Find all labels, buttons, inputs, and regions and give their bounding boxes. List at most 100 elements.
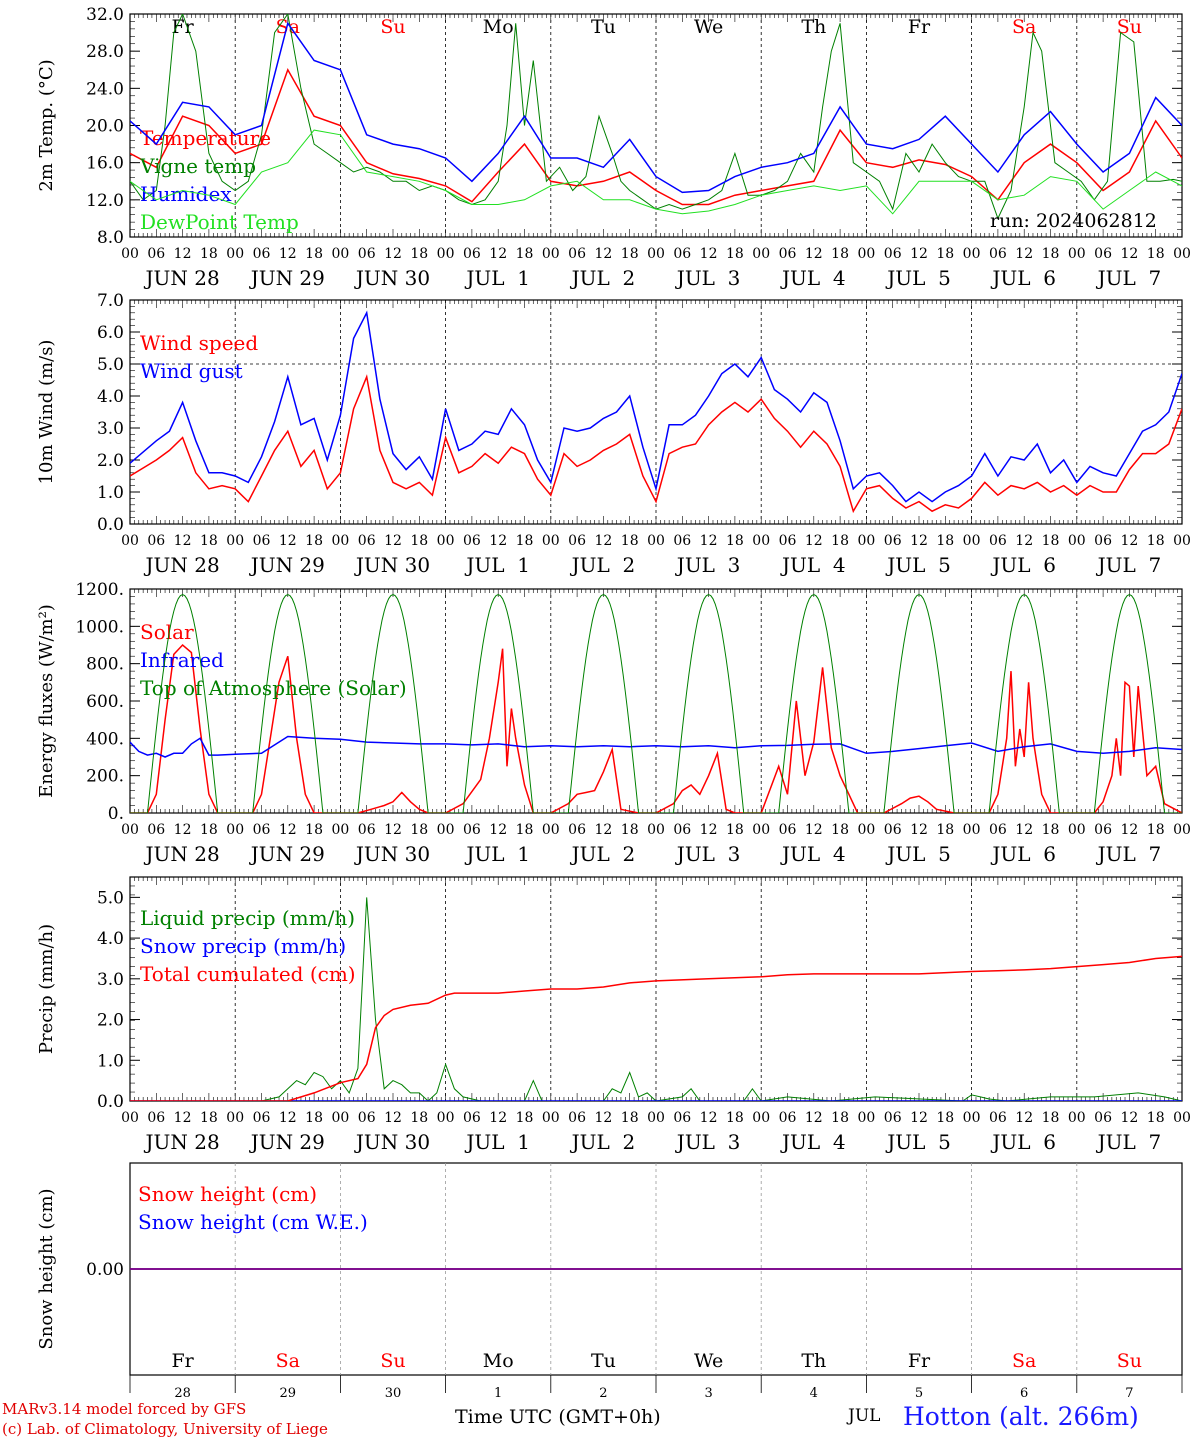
hour-tick-label: 06	[673, 246, 691, 262]
hour-tick-label: 00	[857, 246, 875, 262]
legend-label: Top of Atmosphere (Solar)	[140, 676, 407, 700]
hour-tick-label: 18	[516, 1110, 534, 1126]
date-label: JUL 2	[570, 266, 636, 290]
y-tick-label: 0.0	[97, 1092, 124, 1112]
hour-tick-label: 00	[331, 533, 349, 549]
legend-label: DewPoint Temp	[140, 210, 299, 234]
hour-tick-label: 12	[910, 1110, 928, 1126]
y-tick-label: 3.0	[97, 419, 124, 439]
hour-tick-label: 00	[437, 1110, 455, 1126]
legend-label: Liquid precip (mm/h)	[140, 906, 355, 930]
y-tick-label: 24.0	[86, 79, 124, 99]
hour-tick-label: 18	[200, 533, 218, 549]
hour-tick-label: 06	[779, 246, 797, 262]
date-label: JUL 6	[990, 266, 1056, 290]
hour-tick-label: 18	[410, 822, 428, 838]
hour-tick-label: 06	[463, 246, 481, 262]
hour-tick-label: 18	[621, 1110, 639, 1126]
hour-tick-label: 18	[200, 1110, 218, 1126]
day-name-label: Fr	[171, 1350, 194, 1372]
series-line	[130, 897, 1182, 1101]
hour-tick-label: 18	[831, 246, 849, 262]
legend-label: Vigne temp	[139, 154, 256, 178]
hour-tick-label: 12	[1015, 822, 1033, 838]
hour-tick-label: 06	[884, 246, 902, 262]
day-name-label: Su	[380, 1350, 405, 1372]
hour-tick-label: 00	[331, 246, 349, 262]
date-label: JUL 5	[885, 1130, 951, 1154]
hour-tick-label: 12	[700, 246, 718, 262]
day-name-label: Su	[1117, 1350, 1142, 1372]
hour-tick-label: 18	[936, 822, 954, 838]
y-axis-label: 2m Temp. (°C)	[36, 59, 57, 191]
hour-tick-label: 18	[305, 1110, 323, 1126]
hour-tick-label: 18	[1042, 822, 1060, 838]
hour-tick-label: 00	[1068, 246, 1086, 262]
y-tick-label: 28.0	[86, 42, 124, 62]
date-label: JUN 29	[249, 553, 325, 577]
hour-tick-label: 06	[884, 822, 902, 838]
hour-tick-label: 12	[174, 1110, 192, 1126]
y-tick-label: 0.	[108, 804, 124, 824]
day-number-label: 4	[810, 1386, 818, 1401]
hour-tick-label: 00	[1173, 533, 1191, 549]
series-line	[130, 21, 1182, 194]
hour-tick-label: 12	[489, 246, 507, 262]
station-label: Hotton (alt. 266m)	[903, 1402, 1139, 1431]
legend-label: Total cumulated (cm)	[140, 962, 356, 986]
model-credit: MARv3.14 model forced by GFS	[2, 1400, 247, 1418]
legend-label: Humidex	[140, 182, 232, 206]
hour-tick-label: 00	[1173, 822, 1191, 838]
hour-tick-label: 12	[174, 246, 192, 262]
y-tick-label: 20.0	[86, 117, 124, 137]
date-label: JUL 2	[570, 553, 636, 577]
hour-tick-label: 12	[279, 246, 297, 262]
date-label: JUN 29	[249, 1130, 325, 1154]
date-label: JUL 6	[990, 1130, 1056, 1154]
hour-tick-label: 06	[358, 822, 376, 838]
hour-tick-label: 18	[516, 246, 534, 262]
hour-tick-label: 06	[673, 822, 691, 838]
date-label: JUL 7	[1096, 1130, 1162, 1154]
hour-tick-label: 12	[1120, 822, 1138, 838]
date-label: JUN 29	[249, 266, 325, 290]
date-label: JUL 4	[780, 266, 846, 290]
date-label: JUL 3	[675, 553, 741, 577]
date-label: JUL 5	[885, 266, 951, 290]
hour-tick-label: 12	[1015, 533, 1033, 549]
hour-tick-label: 18	[305, 533, 323, 549]
day-name-label: Sa	[1012, 16, 1036, 38]
hour-tick-label: 00	[1068, 822, 1086, 838]
day-name-label: Mo	[483, 16, 514, 38]
day-name-label: Fr	[908, 1350, 931, 1372]
y-tick-label: 1000.	[75, 617, 124, 637]
day-number-label: 30	[385, 1386, 402, 1401]
date-label: JUL 7	[1096, 842, 1162, 866]
hour-tick-label: 06	[884, 1110, 902, 1126]
legend-label: Snow precip (mm/h)	[140, 934, 346, 958]
hour-tick-label: 06	[147, 1110, 165, 1126]
hour-tick-label: 00	[963, 1110, 981, 1126]
hour-tick-label: 18	[726, 533, 744, 549]
day-name-label: Tu	[591, 1350, 616, 1372]
y-tick-label: 16.0	[86, 154, 124, 174]
time-axis-label: Time UTC (GMT+0h)	[455, 1406, 661, 1428]
hour-tick-label: 06	[463, 1110, 481, 1126]
hour-tick-label: 06	[568, 246, 586, 262]
hour-tick-label: 00	[437, 246, 455, 262]
legend-label: Infrared	[140, 648, 224, 672]
y-tick-label: 5.0	[97, 888, 124, 908]
hour-tick-label: 18	[1042, 533, 1060, 549]
lab-credit: (c) Lab. of Climatology, University of L…	[2, 1420, 328, 1438]
hour-tick-label: 00	[121, 533, 139, 549]
y-tick-label: 400.	[86, 729, 124, 749]
hour-tick-label: 00	[331, 1110, 349, 1126]
y-tick-label: 2.0	[97, 451, 124, 471]
hour-tick-label: 12	[489, 822, 507, 838]
hour-tick-label: 00	[752, 246, 770, 262]
y-tick-label: 0.00	[86, 1260, 124, 1280]
hour-tick-label: 06	[147, 822, 165, 838]
hour-tick-label: 00	[752, 533, 770, 549]
hour-tick-label: 06	[673, 533, 691, 549]
hour-tick-label: 12	[805, 1110, 823, 1126]
